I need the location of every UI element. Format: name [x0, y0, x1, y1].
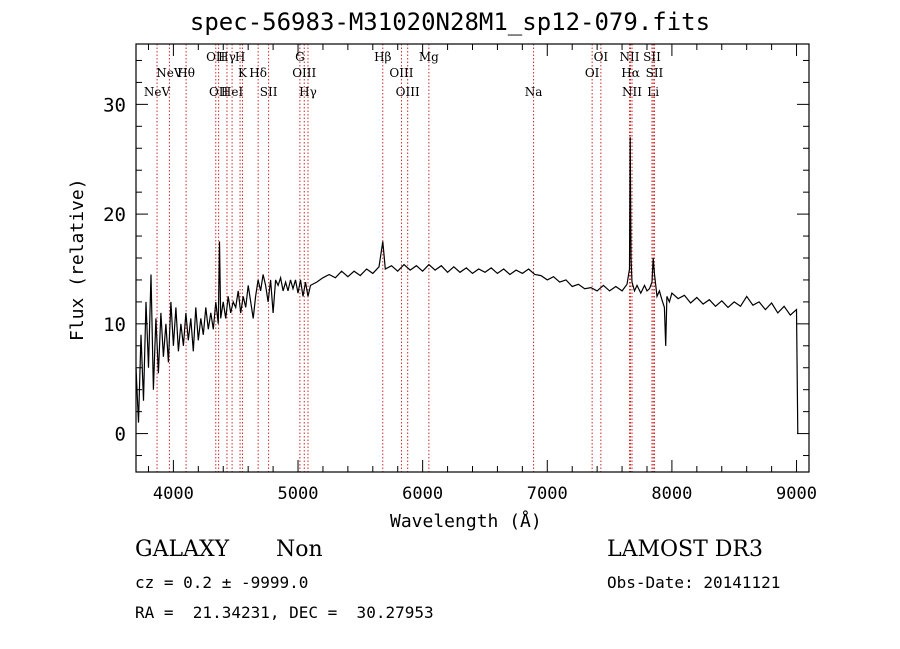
x-axis-label: Wavelength (Å) — [390, 511, 542, 532]
y-tick-label: 0 — [115, 424, 126, 446]
axis-tick-labels: 4000 5000 6000 7000 8000 9000 0 10 20 30 — [103, 94, 817, 504]
line-marker-label: NII — [622, 85, 642, 99]
line-marker-label: HeI — [221, 85, 244, 99]
line-marker-label: G — [295, 50, 305, 64]
line-marker-label: Hα — [621, 66, 640, 80]
spectrum-series-line — [135, 137, 799, 434]
line-marker-label: H — [235, 50, 245, 64]
line-marker-label: OIII — [396, 85, 420, 99]
line-marker-label: Hβ — [374, 50, 391, 64]
line-marker-label: OII — [206, 50, 226, 64]
line-marker-labels: NeV NeV OII OII Hθ Hγ HeI HK Hδ SII G OIII Hγ Hβ OIII O… — [144, 50, 664, 99]
line-marker-label: OI — [585, 66, 600, 80]
line-marker-label: NII — [620, 50, 640, 64]
object-subclass: Non — [276, 537, 323, 562]
line-marker-label: SII — [260, 85, 278, 99]
axis-ticks — [136, 44, 809, 472]
line-marker-label: OIII — [389, 66, 413, 80]
line-marker-label: Mg — [419, 50, 439, 64]
redshift-line: cz = 0.2 ± -9999.0 — [135, 573, 309, 592]
plot-frame — [135, 43, 810, 473]
chart-title: spec-56983-M31020N28M1_sp12-079.fits — [189, 8, 711, 36]
line-marker-label: Li — [647, 85, 659, 99]
y-tick-label: 10 — [103, 314, 126, 336]
x-tick-label: 6000 — [402, 484, 443, 504]
line-marker-label: Hδ — [249, 66, 267, 80]
line-marker-label: OII — [209, 85, 229, 99]
y-tick-label: 20 — [103, 204, 126, 226]
line-markers — [156, 44, 655, 472]
x-tick-label: 4000 — [153, 484, 194, 504]
line-marker-label: K — [238, 66, 248, 80]
x-tick-label: 8000 — [651, 484, 692, 504]
line-marker-label: OI — [594, 50, 609, 64]
object-class: GALAXY — [135, 537, 230, 562]
line-marker-label: Hγ — [218, 50, 236, 64]
y-axis-label: Flux (relative) — [67, 178, 88, 341]
line-marker-label: OIII — [292, 66, 316, 80]
line-marker-label: NeV — [144, 85, 171, 99]
line-marker-label: SII — [643, 50, 661, 64]
coordinates-line: RA = 21.34231, DEC = 30.27953 — [135, 603, 434, 622]
line-marker-label: Hγ — [299, 85, 317, 99]
x-tick-label: 5000 — [278, 484, 319, 504]
x-tick-label: 9000 — [776, 484, 817, 504]
survey-name: LAMOST DR3 — [607, 537, 763, 562]
line-marker-label: Na — [525, 85, 543, 99]
y-tick-label: 30 — [103, 94, 126, 116]
x-tick-label: 7000 — [527, 484, 568, 504]
line-marker-label: NeV — [156, 66, 183, 80]
line-marker-label: SII — [646, 66, 664, 80]
line-marker-label: Hθ — [177, 66, 195, 80]
observation-date: Obs-Date: 20141121 — [607, 573, 781, 592]
